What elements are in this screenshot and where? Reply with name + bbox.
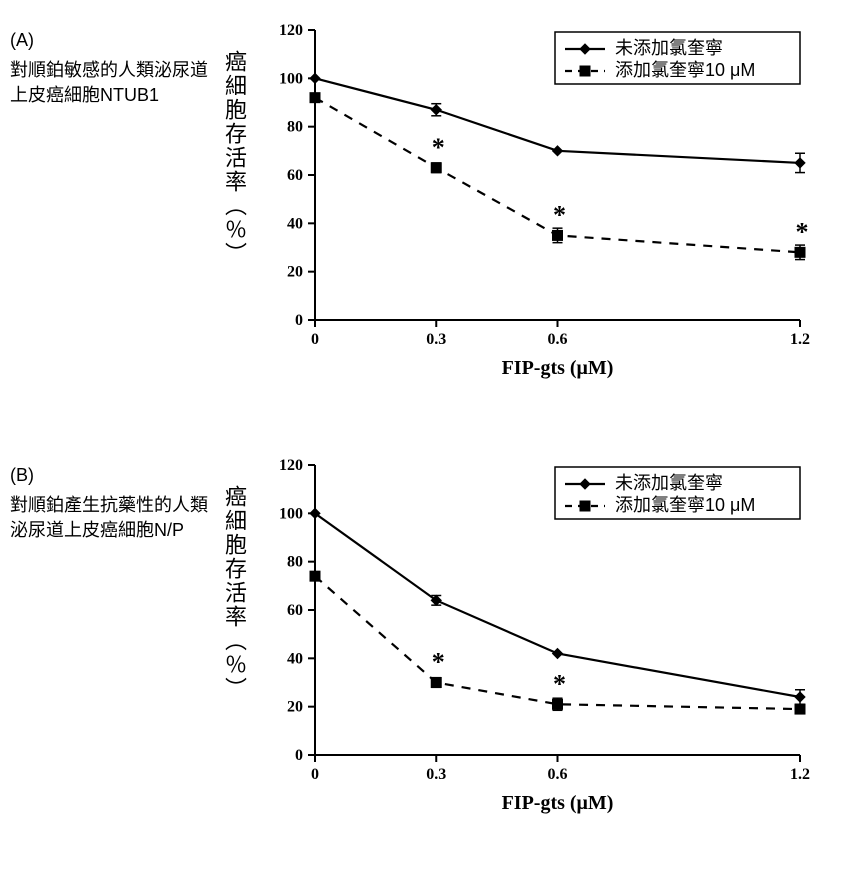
svg-text:未添加氯奎寧: 未添加氯奎寧: [615, 473, 723, 493]
svg-text:0.6: 0.6: [548, 331, 568, 348]
svg-text:0: 0: [295, 312, 303, 329]
svg-text:20: 20: [287, 699, 303, 716]
svg-text:*: *: [553, 669, 566, 698]
svg-text:FIP-gts (μM): FIP-gts (μM): [502, 357, 614, 379]
svg-text:0: 0: [295, 747, 303, 764]
svg-text:FIP-gts (μM): FIP-gts (μM): [502, 792, 614, 814]
panel-a-caption: (A) 對順鉑敏感的人類泌尿道上皮癌細胞NTUB1: [10, 28, 210, 107]
svg-text:*: *: [553, 200, 566, 229]
svg-text:40: 40: [287, 215, 303, 232]
svg-text:60: 60: [287, 167, 303, 184]
svg-text:0: 0: [311, 766, 319, 783]
svg-text:60: 60: [287, 602, 303, 619]
svg-text:0.6: 0.6: [548, 766, 568, 783]
panel-b-text: 對順鉑產生抗藥性的人類泌尿道上皮癌細胞N/P: [10, 493, 210, 542]
svg-text:100: 100: [279, 70, 303, 87]
svg-text:0.3: 0.3: [426, 331, 446, 348]
svg-text:40: 40: [287, 650, 303, 667]
svg-text:未添加氯奎寧: 未添加氯奎寧: [615, 38, 723, 58]
chart-b: 0 20 40 60 80 100 120 0 0.3 0.6 1.2 FIP-gts (μM) 未添加…: [260, 445, 820, 825]
svg-text:100: 100: [279, 505, 303, 522]
panel-a-tag: (A): [10, 28, 210, 52]
svg-text:1.2: 1.2: [790, 331, 810, 348]
svg-text:120: 120: [279, 457, 303, 474]
svg-text:添加氯奎寧10 μM: 添加氯奎寧10 μM: [615, 495, 755, 515]
svg-text:0.3: 0.3: [426, 766, 446, 783]
panel-a: (A) 對順鉑敏感的人類泌尿道上皮癌細胞NTUB1 癌細胞存活率（％） 0 20 4…: [0, 10, 850, 430]
chart-a-wrap: 0 20 40 60 80 100 120 0 0.3 0.6 1.2 FIP-gts (μM) 未添加…: [260, 10, 820, 390]
chart-b-wrap: 0 20 40 60 80 100 120 0 0.3 0.6 1.2 FIP-gts (μM) 未添加…: [260, 445, 820, 825]
chart-a: 0 20 40 60 80 100 120 0 0.3 0.6 1.2 FIP-gts (μM) 未添加…: [260, 10, 820, 390]
svg-text:20: 20: [287, 264, 303, 281]
y-axis-title-a: 癌細胞存活率（％）: [218, 50, 250, 266]
svg-text:0: 0: [311, 331, 319, 348]
svg-text:1.2: 1.2: [790, 766, 810, 783]
svg-text:120: 120: [279, 22, 303, 39]
svg-text:添加氯奎寧10 μM: 添加氯奎寧10 μM: [615, 60, 755, 80]
panel-b-tag: (B): [10, 463, 210, 487]
svg-text:*: *: [796, 217, 809, 246]
y-axis-title-b: 癌細胞存活率（％）: [218, 485, 250, 701]
panel-b-caption: (B) 對順鉑產生抗藥性的人類泌尿道上皮癌細胞N/P: [10, 463, 210, 542]
svg-text:*: *: [432, 133, 445, 162]
svg-text:80: 80: [287, 554, 303, 571]
svg-text:80: 80: [287, 119, 303, 136]
svg-text:*: *: [432, 648, 445, 677]
panel-b: (B) 對順鉑產生抗藥性的人類泌尿道上皮癌細胞N/P 癌細胞存活率（％） 0 20…: [0, 445, 850, 865]
panel-a-text: 對順鉑敏感的人類泌尿道上皮癌細胞NTUB1: [10, 58, 210, 107]
